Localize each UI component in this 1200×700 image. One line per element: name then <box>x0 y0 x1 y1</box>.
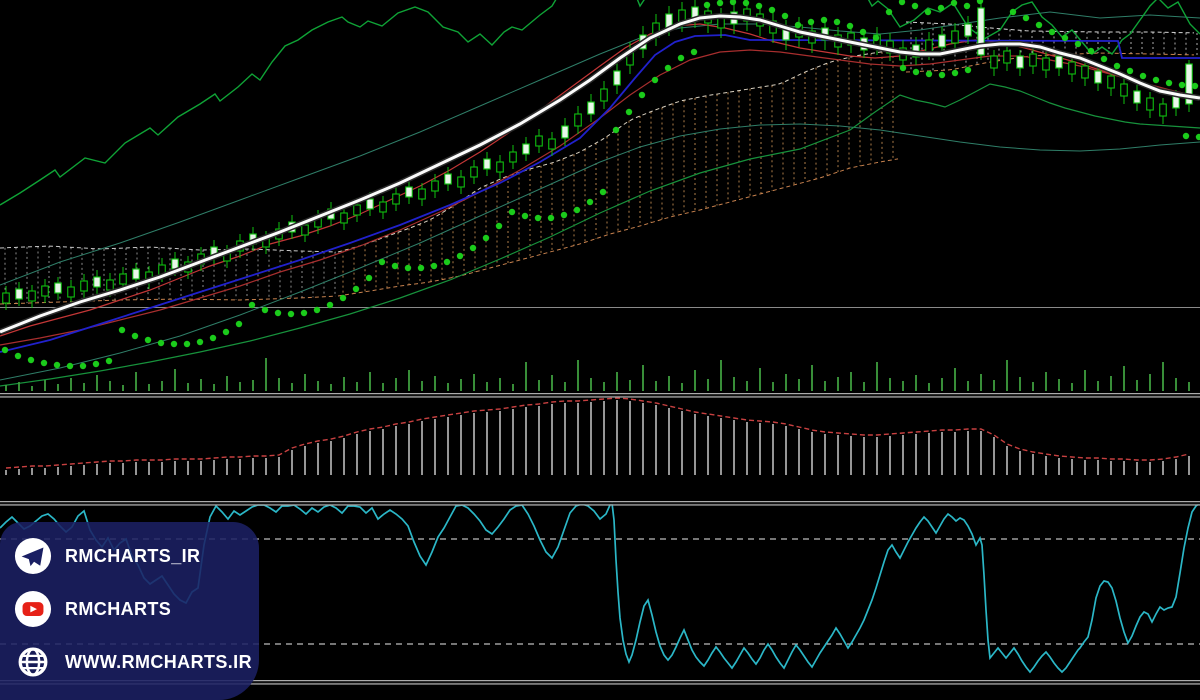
brand-row-youtube: RMCHARTS <box>14 590 259 628</box>
telegram-handle-label: RMCHARTS_IR <box>65 545 201 566</box>
website-url-label: WWW.RMCHARTS.IR <box>65 651 252 672</box>
brand-row-telegram: RMCHARTS_IR <box>14 537 259 575</box>
globe-icon <box>14 643 52 681</box>
youtube-icon <box>14 590 52 628</box>
brand-watermark-card: RMCHARTS_IR RMCHARTS <box>0 522 259 700</box>
telegram-icon <box>14 537 52 575</box>
brand-row-website: WWW.RMCHARTS.IR <box>14 643 259 681</box>
youtube-channel-label: RMCHARTS <box>65 598 172 619</box>
